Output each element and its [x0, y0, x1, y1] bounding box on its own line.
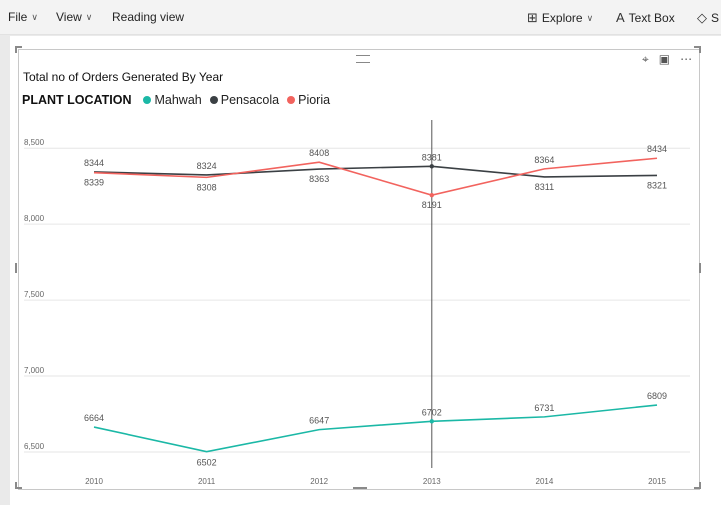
chevron-down-icon: ∨ [31, 11, 38, 22]
data-label: 6731 [534, 403, 554, 413]
reading-view-button[interactable]: Reading view [112, 10, 184, 24]
visual-header-icons: ⌖ ▣ ⋯ [642, 52, 692, 67]
legend-item-pensacola[interactable]: Pensacola [209, 93, 280, 107]
data-label: 6809 [647, 391, 667, 401]
more-options-icon[interactable]: ⋯ [680, 52, 693, 66]
resize-handle-top-right[interactable] [699, 46, 701, 53]
series-line-pioria [93, 157, 658, 196]
data-label: 8308 [197, 182, 217, 192]
y-tick-label: 8,000 [24, 214, 45, 223]
explore-menu-label: Explore [541, 11, 583, 25]
explore-menu[interactable]: ⊞ Explore ∨ [527, 10, 593, 26]
y-tick-label: 8,500 [24, 138, 45, 147]
x-tick-label: 2010 [85, 477, 103, 486]
drag-grip-icon[interactable] [356, 55, 370, 63]
resize-handle-bottom-right[interactable] [694, 487, 701, 489]
data-label: 8381 [422, 152, 442, 162]
legend-marker [143, 96, 152, 104]
legend-label: Mahwah [154, 93, 202, 107]
resize-handle-left[interactable] [15, 263, 17, 273]
text-box-label: Text Box [628, 10, 675, 25]
shapes-label: S [711, 11, 720, 25]
y-tick-label: 6,500 [24, 442, 45, 451]
legend-label: Pensacola [220, 93, 280, 107]
data-label: 8408 [309, 148, 329, 158]
data-label: 6502 [197, 458, 217, 468]
data-label: 8344 [84, 158, 104, 168]
report-toolbar: File ∨ View ∨ Reading view ⊞ Explore ∨ A… [0, 0, 721, 35]
legend-item-pioria[interactable]: Pioria [287, 93, 330, 107]
legend-marker [287, 96, 296, 104]
legend-marker [209, 96, 218, 104]
chevron-down-icon: ∨ [586, 12, 594, 23]
chart-legend: PLANT LOCATION Mahwah Pensacola Pioria [22, 93, 338, 107]
explore-icon: ⊞ [527, 10, 538, 25]
resize-handle-bottom-right[interactable] [699, 482, 701, 489]
x-tick-label: 2013 [423, 477, 441, 486]
data-label: 8311 [535, 182, 554, 192]
view-menu-label: View [56, 10, 82, 24]
pin-icon[interactable]: ⌖ [642, 52, 649, 66]
visual-container[interactable] [18, 49, 700, 490]
data-label: 8191 [422, 200, 442, 210]
resize-handle-bottom[interactable] [353, 487, 367, 489]
series-line-mahwah [93, 404, 658, 453]
x-tick-label: 2011 [198, 477, 216, 486]
view-menu[interactable]: View ∨ [56, 10, 92, 24]
data-label: 8363 [309, 174, 329, 184]
resize-handle-top-left[interactable] [15, 46, 17, 53]
data-point-pioria [429, 192, 434, 198]
resize-handle-top-right[interactable] [694, 46, 701, 48]
series-line-pensacola [93, 165, 658, 178]
data-label: 6647 [309, 416, 329, 426]
y-tick-label: 7,500 [24, 290, 45, 299]
data-label: 6664 [84, 413, 104, 423]
reading-view-label: Reading view [112, 10, 185, 24]
data-point-pensacola [429, 164, 434, 169]
data-label: 8434 [647, 144, 667, 154]
legend-title: PLANT LOCATION [22, 93, 132, 107]
x-tick-label: 2015 [648, 477, 666, 486]
data-label: 6702 [422, 407, 442, 417]
x-tick-label: 2014 [536, 477, 554, 486]
resize-handle-bottom-left[interactable] [15, 482, 17, 489]
focus-mode-icon[interactable]: ▣ [658, 52, 671, 66]
x-tick-label: 2012 [310, 477, 328, 486]
resize-handle-right[interactable] [699, 263, 701, 273]
data-point-mahwah [429, 419, 434, 424]
legend-item-mahwah[interactable]: Mahwah [143, 93, 202, 107]
data-label: 8339 [84, 178, 104, 188]
data-label: 8364 [534, 155, 554, 165]
resize-handle-bottom-left[interactable] [15, 487, 22, 489]
shapes-button[interactable]: ◇ S [697, 10, 719, 26]
legend-label: Pioria [298, 93, 331, 107]
chevron-down-icon: ∨ [85, 11, 93, 22]
file-menu-label: File [8, 10, 28, 24]
resize-handle-top-left[interactable] [15, 46, 22, 48]
text-box-icon: A [616, 10, 625, 25]
chart-title: Total no of Orders Generated By Year [23, 70, 224, 84]
text-box-button[interactable]: A Text Box [616, 10, 675, 25]
data-label: 8324 [197, 161, 217, 171]
file-menu[interactable]: File ∨ [8, 10, 38, 24]
shapes-icon: ◇ [697, 10, 707, 25]
data-label: 8321 [647, 180, 667, 190]
y-tick-label: 7,000 [24, 366, 45, 375]
